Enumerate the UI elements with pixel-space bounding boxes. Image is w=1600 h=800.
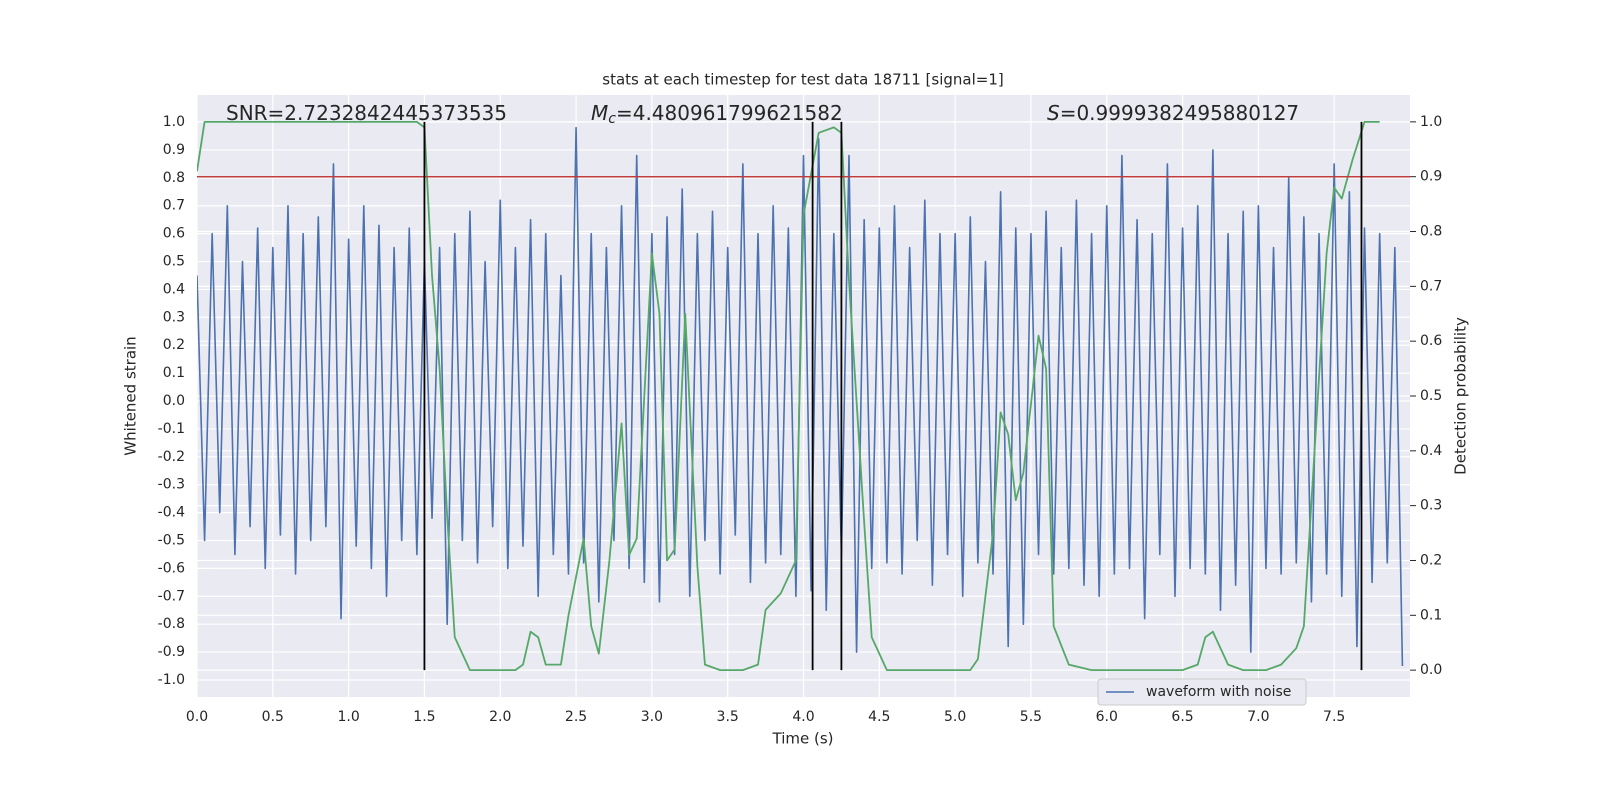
annotation: S=0.9999382495880127 xyxy=(1047,101,1299,125)
x-tick-label: 7.0 xyxy=(1247,709,1269,725)
y2-tick-label: 1.0 xyxy=(1420,114,1442,130)
x-tick-label: 6.5 xyxy=(1171,709,1193,725)
y2-tick-label: 0.9 xyxy=(1420,169,1442,185)
x-tick-label: 0.5 xyxy=(262,709,284,725)
y-tick-label: -0.7 xyxy=(158,588,185,604)
annotation: SNR=2.7232842445373535 xyxy=(226,101,507,125)
x-tick-label: 2.5 xyxy=(565,709,587,725)
probability-line xyxy=(197,120,1380,672)
y-tick-label: 0.8 xyxy=(163,170,185,186)
annotation-text: =0.9999382495880127 xyxy=(1060,101,1299,125)
y-tick-label: 0.6 xyxy=(163,226,185,242)
y-tick-label: 0.9 xyxy=(163,142,185,158)
y2-tick-label: 0.8 xyxy=(1420,224,1442,240)
x-tick-label: 2.0 xyxy=(489,709,511,725)
annotation-text: =4.480961799621582 xyxy=(616,101,843,125)
y-tick-label: 0.0 xyxy=(163,393,185,409)
annotation: Mc=4.480961799621582 xyxy=(591,101,843,128)
y2-tick-label: 0.3 xyxy=(1420,498,1442,514)
y-tick-label: -0.8 xyxy=(158,616,185,632)
y-tick-label: -0.6 xyxy=(158,560,185,576)
annotation-symbol: S xyxy=(1047,101,1060,125)
annotation-symbol: M xyxy=(591,101,608,125)
y-axis-label: Whitened strain xyxy=(122,336,140,455)
legend-label: waveform with noise xyxy=(1146,684,1291,700)
annotation-text: SNR=2.7232842445373535 xyxy=(226,101,507,125)
y-tick-label: 0.1 xyxy=(163,365,185,381)
y-tick-label: -0.5 xyxy=(158,533,185,549)
y2-tick-label: 0.4 xyxy=(1420,443,1442,459)
annotation-subscript: c xyxy=(608,111,616,127)
x-tick-label: 3.5 xyxy=(717,709,739,725)
y-tick-label: 0.2 xyxy=(163,337,185,353)
y-tick-label: -0.1 xyxy=(158,421,185,437)
y-tick-label: 0.3 xyxy=(163,309,185,325)
y2-tick-label: 0.7 xyxy=(1420,278,1442,294)
y-tick-label: 0.4 xyxy=(163,281,185,297)
x-tick-label: 7.5 xyxy=(1323,709,1345,725)
x-tick-label: 5.0 xyxy=(944,709,966,725)
chart-title: stats at each timestep for test data 187… xyxy=(602,71,1003,89)
y2-tick-label: 0.1 xyxy=(1420,607,1442,623)
y-tick-label: -0.2 xyxy=(158,449,185,465)
legend-box xyxy=(1097,678,1307,706)
x-tick-label: 1.5 xyxy=(413,709,435,725)
y2-tick-label: 0.5 xyxy=(1420,388,1442,404)
y-tick-label: -1.0 xyxy=(158,672,185,688)
plot-area xyxy=(197,120,1410,672)
y2-tick-label: 0.6 xyxy=(1420,333,1442,349)
y-tick-label: 0.7 xyxy=(163,198,185,214)
x-tick-label: 0.0 xyxy=(186,709,208,725)
x-tick-label: 6.0 xyxy=(1096,709,1118,725)
y-tick-label: -0.4 xyxy=(158,505,185,521)
y-tick-label: 1.0 xyxy=(163,114,185,130)
x-tick-label: 3.0 xyxy=(641,709,663,725)
x-tick-label: 4.0 xyxy=(792,709,814,725)
y2-axis-label: Detection probability xyxy=(1452,317,1470,475)
y-tick-label: 0.5 xyxy=(163,254,185,270)
legend: waveform with noise xyxy=(1097,678,1307,706)
y2-tick-label: 0.0 xyxy=(1420,662,1442,678)
y-tick-label: -0.9 xyxy=(158,644,185,660)
x-tick-label: 4.5 xyxy=(868,709,890,725)
y2-tick-label: 0.2 xyxy=(1420,552,1442,568)
x-axis-label: Time (s) xyxy=(772,730,834,748)
x-tick-label: 1.0 xyxy=(337,709,359,725)
y-tick-label: -0.3 xyxy=(158,477,185,493)
x-tick-label: 5.5 xyxy=(1020,709,1042,725)
